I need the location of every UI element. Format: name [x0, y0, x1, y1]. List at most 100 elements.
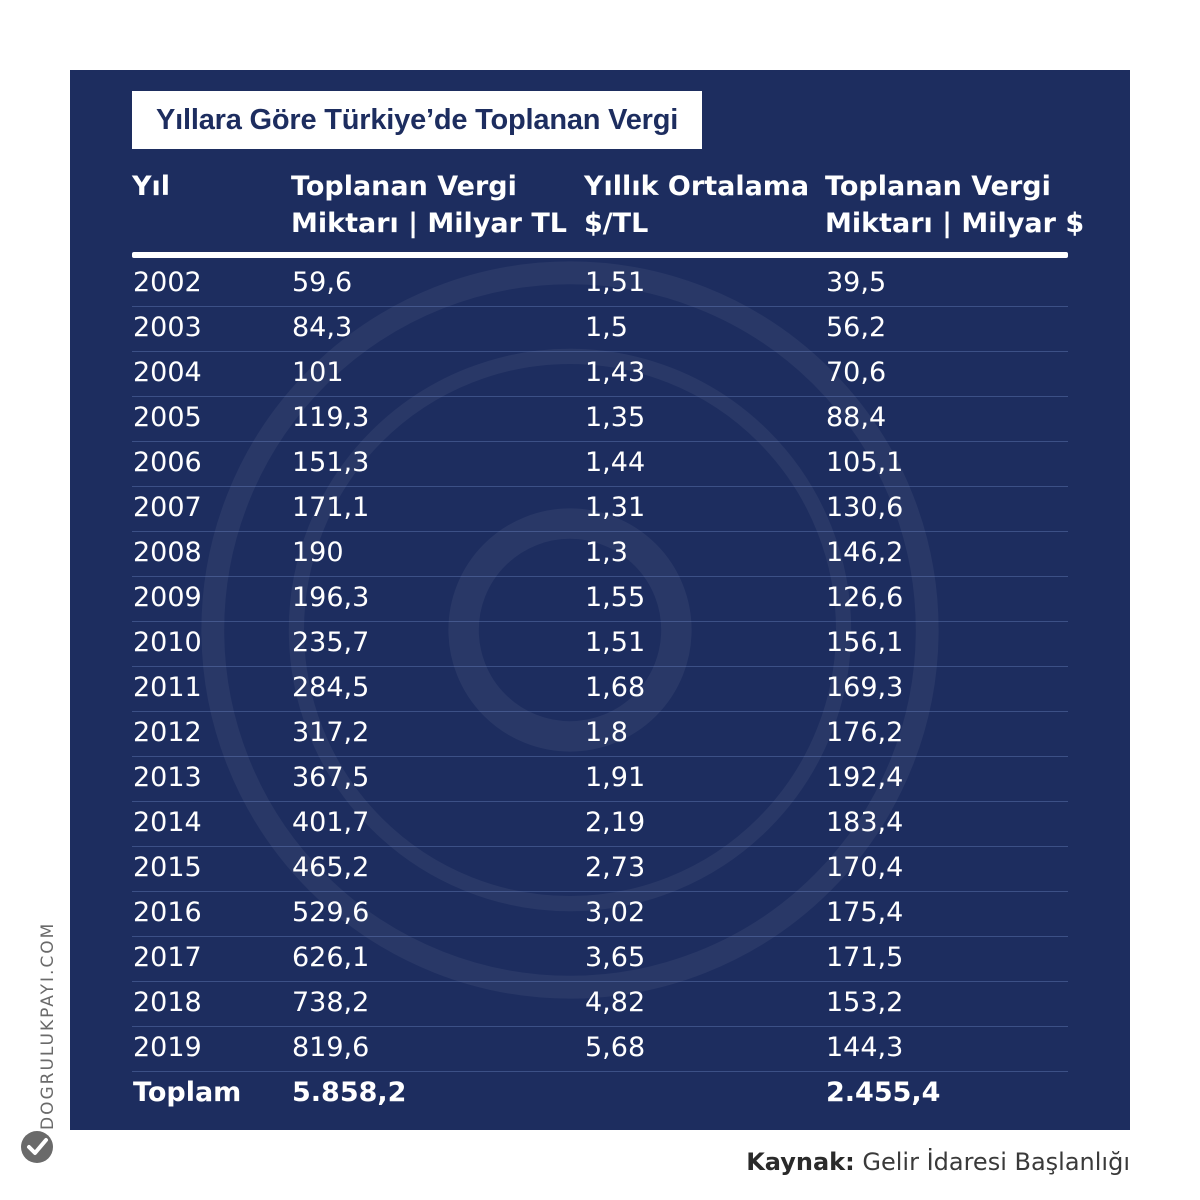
cell-year: 2006: [133, 447, 202, 478]
cell-exchange-rate: 1,51: [585, 627, 646, 658]
cell-exchange-rate: 4,82: [585, 987, 646, 1018]
table-row: 2015 465,2 2,73 170,4: [132, 847, 1068, 892]
cell-year: 2008: [133, 537, 202, 568]
cell-year: 2017: [133, 942, 202, 973]
table-row: 2009 196,3 1,55 126,6: [132, 577, 1068, 622]
table-row: 2007 171,1 1,31 130,6: [132, 487, 1068, 532]
table-row: 2019 819,6 5,68 144,3: [132, 1027, 1068, 1072]
table-row: 2002 59,6 1,51 39,5: [132, 262, 1068, 307]
cell-exchange-rate: 1,5: [585, 312, 628, 343]
chart-title-box: Yıllara Göre Türkiye’de Toplanan Vergi: [132, 91, 703, 149]
table-row: 2018 738,2 4,82 153,2: [132, 982, 1068, 1027]
column-header-tax-tl: Toplanan Vergi Miktarı | Milyar TL: [291, 168, 567, 242]
cell-tax-usd: 153,2: [826, 987, 904, 1018]
emblem-watermark: [201, 261, 939, 999]
cell-exchange-rate: 1,91: [585, 762, 646, 793]
cell-tax-usd: 176,2: [826, 717, 904, 748]
cell-tax-usd: 126,6: [826, 582, 904, 613]
cell-tax-usd: 169,3: [826, 672, 904, 703]
cell-year: 2012: [133, 717, 202, 748]
cell-tax-usd: 70,6: [826, 357, 887, 388]
cell-year: 2016: [133, 897, 202, 928]
cell-tax-tl: 190: [292, 537, 344, 568]
cell-tax-usd: 170,4: [826, 852, 904, 883]
cell-tax-tl: 196,3: [292, 582, 370, 613]
table-row: 2013 367,5 1,91 192,4: [132, 757, 1068, 802]
header-divider: [132, 252, 1068, 258]
cell-tax-tl: 819,6: [292, 1032, 370, 1063]
cell-year: 2013: [133, 762, 202, 793]
cell-tax-tl: 738,2: [292, 987, 370, 1018]
table-row: 2017 626,1 3,65 171,5: [132, 937, 1068, 982]
cell-tax-tl: 317,2: [292, 717, 370, 748]
column-header-exchange-rate-line2: $/TL: [584, 208, 649, 239]
cell-exchange-rate: 1,35: [585, 402, 646, 433]
cell-exchange-rate: 5,68: [585, 1032, 646, 1063]
cell-tax-usd: 130,6: [826, 492, 904, 523]
cell-exchange-rate: 3,65: [585, 942, 646, 973]
cell-exchange-rate: 1,43: [585, 357, 646, 388]
cell-tax-usd: 146,2: [826, 537, 904, 568]
cell-exchange-rate: 3,02: [585, 897, 646, 928]
cell-tax-tl: 101: [292, 357, 344, 388]
cell-exchange-rate: 1,51: [585, 267, 646, 298]
cell-tax-tl: 235,7: [292, 627, 370, 658]
column-header-tax-usd-line1: Toplanan Vergi: [825, 171, 1051, 202]
column-header-year: Yıl: [132, 168, 170, 205]
source-label: Kaynak:: [746, 1148, 855, 1176]
total-cell-tax-usd: 2.455,4: [826, 1077, 941, 1108]
cell-year: 2018: [133, 987, 202, 1018]
cell-year: 2007: [133, 492, 202, 523]
cell-tax-usd: 39,5: [826, 267, 887, 298]
column-header-tax-tl-line1: Toplanan Vergi: [291, 171, 517, 202]
table-row: 2004 101 1,43 70,6: [132, 352, 1068, 397]
cell-exchange-rate: 2,19: [585, 807, 646, 838]
cell-tax-tl: 626,1: [292, 942, 370, 973]
cell-year: 2009: [133, 582, 202, 613]
column-header-tax-tl-line2: Miktarı | Milyar TL: [291, 208, 567, 239]
table-row: 2016 529,6 3,02 175,4: [132, 892, 1068, 937]
table-row: 2014 401,7 2,19 183,4: [132, 802, 1068, 847]
cell-year: 2004: [133, 357, 202, 388]
cell-exchange-rate: 1,3: [585, 537, 628, 568]
table-row: 2005 119,3 1,35 88,4: [132, 397, 1068, 442]
cell-exchange-rate: 1,55: [585, 582, 646, 613]
cell-tax-usd: 171,5: [826, 942, 904, 973]
cell-year: 2002: [133, 267, 202, 298]
cell-tax-tl: 401,7: [292, 807, 370, 838]
brand-site: DOGRULUKPAYI.COM: [38, 921, 58, 1130]
table-row: 2010 235,7 1,51 156,1: [132, 622, 1068, 667]
table-panel: Yıllara Göre Türkiye’de Toplanan Vergi Y…: [70, 70, 1130, 1130]
total-row: Toplam 5.858,2 2.455,4: [132, 1072, 1068, 1117]
cell-tax-usd: 105,1: [826, 447, 904, 478]
cell-tax-usd: 192,4: [826, 762, 904, 793]
column-header-tax-usd-line2: Miktarı | Milyar $: [825, 208, 1085, 239]
table-row: 2006 151,3 1,44 105,1: [132, 442, 1068, 487]
table-body: 2002 59,6 1,51 39,5 2003 84,3 1,5 56,2 2004 101 1,…: [132, 262, 1068, 1117]
cell-year: 2015: [133, 852, 202, 883]
cell-year: 2010: [133, 627, 202, 658]
cell-tax-tl: 84,3: [292, 312, 353, 343]
cell-tax-tl: 171,1: [292, 492, 370, 523]
cell-tax-usd: 88,4: [826, 402, 887, 433]
cell-tax-tl: 151,3: [292, 447, 370, 478]
cell-year: 2011: [133, 672, 202, 703]
cell-tax-tl: 367,5: [292, 762, 370, 793]
cell-year: 2014: [133, 807, 202, 838]
cell-year: 2003: [133, 312, 202, 343]
total-cell-year: Toplam: [133, 1077, 242, 1108]
cell-tax-tl: 465,2: [292, 852, 370, 883]
source-text: Gelir İdaresi Başlanlığı: [862, 1148, 1130, 1176]
cell-tax-usd: 175,4: [826, 897, 904, 928]
source-note: Kaynak: Gelir İdaresi Başlanlığı: [746, 1148, 1130, 1176]
total-cell-tax-tl: 5.858,2: [292, 1077, 407, 1108]
table-row: 2008 190 1,3 146,2: [132, 532, 1068, 577]
cell-tax-tl: 529,6: [292, 897, 370, 928]
cell-tax-tl: 284,5: [292, 672, 370, 703]
cell-tax-tl: 119,3: [292, 402, 370, 433]
cell-tax-usd: 56,2: [826, 312, 887, 343]
cell-year: 2005: [133, 402, 202, 433]
logo-mark-icon: [21, 1131, 53, 1163]
cell-exchange-rate: 1,31: [585, 492, 646, 523]
cell-tax-usd: 156,1: [826, 627, 904, 658]
